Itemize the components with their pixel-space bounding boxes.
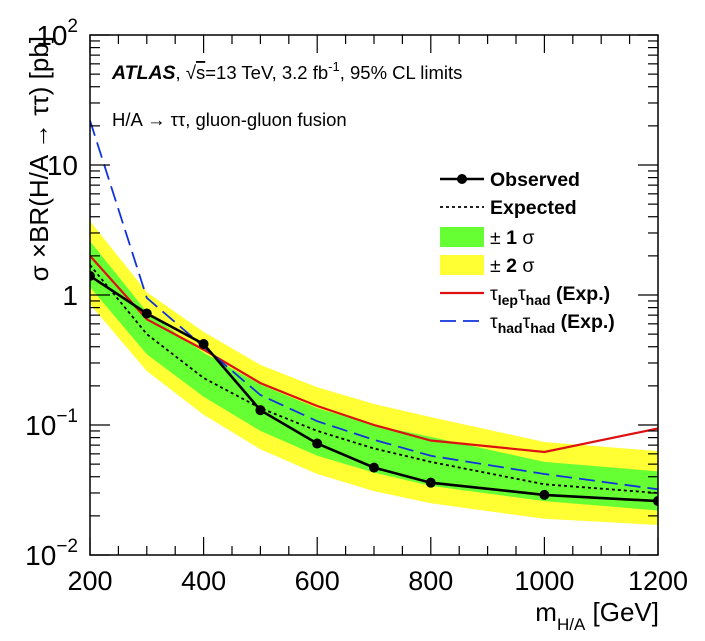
y-tick-label: 102 [36, 16, 78, 51]
legend-symbol-band_2sigma [440, 255, 484, 275]
legend-subscript: had [498, 320, 523, 336]
x-tick-label: 200 [67, 566, 112, 596]
legend-label: τhadτhad (Exp.) [490, 311, 615, 336]
series-expected-line [90, 264, 658, 494]
title-text: =13 TeV, 3.2 fb [205, 62, 328, 83]
x-tick-label: 1200 [628, 566, 688, 596]
legend-label: τlepτhad (Exp.) [490, 283, 610, 308]
title-text: , √ [176, 62, 197, 83]
observed-point [255, 405, 266, 416]
observed-point [369, 462, 379, 473]
y-tick-label: 1 [62, 280, 78, 311]
y-tick-base: 10 [47, 150, 78, 181]
legend-subscript: lep [498, 292, 518, 308]
plot-area [90, 120, 658, 525]
observed-point [312, 438, 323, 449]
y-tick-exponent: −1 [56, 406, 78, 427]
chart-subtitle: H/A → ττ, gluon-gluon fusion [112, 109, 347, 130]
band-1sigma [90, 241, 658, 511]
legend-label: Observed [490, 169, 580, 191]
legend-tau: τ [490, 311, 498, 333]
y-tick-exponent: 2 [67, 16, 78, 37]
series-lephad-line [90, 255, 658, 454]
legend-sigma: σ [517, 227, 534, 249]
y-tick-base: 10 [25, 410, 56, 441]
legend-tau: τ [518, 283, 526, 305]
y-tick-base: 10 [36, 20, 67, 51]
x-tick-label: 800 [408, 566, 453, 596]
title-text: , 95% CL limits [340, 62, 463, 83]
x-axis-title: mH/A [GeV] [535, 597, 659, 634]
legend-pm: ± [490, 227, 506, 249]
x-tick-label: 600 [295, 566, 340, 596]
observed-point [425, 477, 436, 488]
legend-sigma-number: 1 [506, 227, 517, 249]
legend-tail: (Exp.) [551, 283, 611, 305]
y-tick-label: 10 [47, 150, 78, 181]
legend-subscript: had [526, 292, 551, 308]
y-axis-title: σ ×BR(H/A → ττ) [pb] [24, 36, 54, 281]
y-tick-label: 10−1 [25, 406, 78, 441]
x-axis-title-subscript: H/A [557, 615, 586, 634]
x-axis-title-unit: [GeV] [585, 597, 659, 627]
series-hadhad-line [90, 120, 658, 491]
observed-point [90, 271, 95, 282]
legend-tau: τ [490, 283, 498, 305]
observed-point [198, 338, 209, 349]
legend-symbol-band_1sigma [440, 227, 484, 247]
legend-sigma: σ [517, 255, 534, 277]
chart-title: ATLAS, √s=13 TeV, 3.2 fb-1, 95% CL limit… [111, 59, 462, 84]
legend-label: ± 1 σ [490, 227, 534, 249]
title-experiment: ATLAS [111, 62, 176, 84]
legend-pm: ± [490, 255, 506, 277]
observed-point [141, 308, 152, 319]
observed-point [653, 496, 658, 507]
y-tick-label: 10−2 [25, 536, 78, 571]
legend-label: ± 2 σ [490, 255, 534, 277]
title-sqrt-s: s [196, 62, 205, 83]
y-tick-base: 10 [25, 540, 56, 571]
legend-tau: τ [523, 311, 531, 333]
ticks [89, 34, 659, 556]
title-lumi-exponent: -1 [328, 59, 340, 74]
observed-point [539, 489, 550, 500]
x-tick-label: 1000 [514, 566, 574, 596]
x-axis-title-main: m [535, 597, 557, 627]
legend-subscript: had [530, 320, 555, 336]
legend-symbol-observed-marker [457, 174, 467, 184]
legend-label: Expected [490, 197, 577, 219]
x-tick-label: 400 [181, 566, 226, 596]
y-tick-base: 1 [62, 280, 78, 311]
legend-sigma-number: 2 [506, 255, 517, 277]
y-tick-exponent: −2 [56, 536, 78, 557]
legend-tail: (Exp.) [555, 311, 615, 333]
